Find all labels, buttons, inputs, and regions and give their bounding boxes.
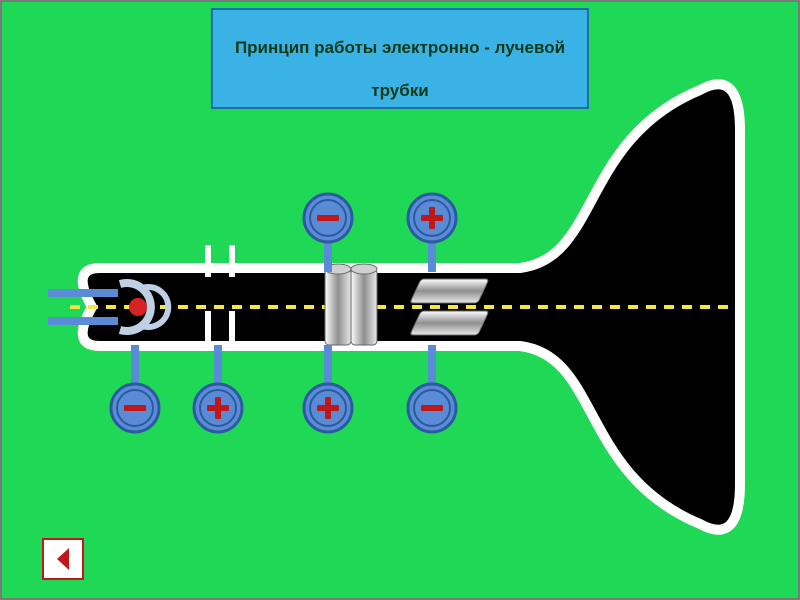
title-line1: Принцип работы электронно - лучевой (235, 38, 565, 57)
back-arrow-icon (53, 546, 73, 572)
back-button[interactable] (42, 538, 84, 580)
title-line2: трубки (371, 81, 428, 100)
title: Принцип работы электронно - лучевой труб… (211, 8, 589, 109)
electron-dot (129, 298, 147, 316)
vertical-deflection-plates (325, 264, 377, 345)
